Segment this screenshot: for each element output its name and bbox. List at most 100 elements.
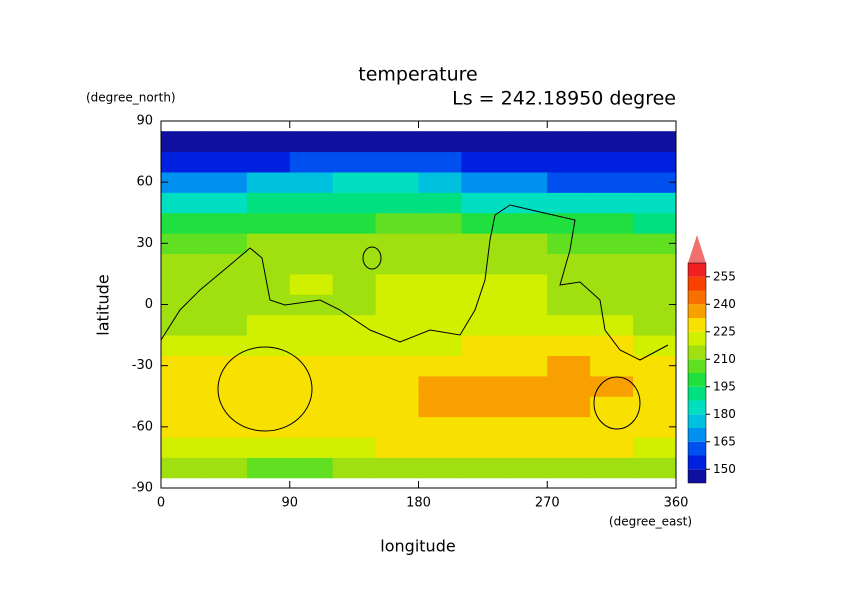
colorbar-tick-label: 195: [713, 379, 736, 393]
cell: [633, 171, 677, 193]
cell: [547, 416, 591, 438]
x-tick-label: 360: [664, 496, 689, 511]
cell: [375, 457, 419, 479]
cell: [246, 212, 291, 234]
colorbar-band: [688, 373, 706, 387]
cell: [375, 212, 419, 234]
cell: [246, 192, 291, 214]
cell: [246, 375, 291, 397]
colorbar-band: [688, 318, 706, 332]
cell: [246, 314, 291, 336]
cell: [547, 171, 591, 193]
cell: [375, 416, 419, 438]
cell: [203, 131, 248, 153]
cell: [203, 335, 248, 356]
field: [161, 131, 677, 479]
cell: [418, 457, 462, 479]
cell: [161, 457, 205, 479]
cell: [161, 294, 205, 316]
cell: [461, 151, 505, 173]
cell: [332, 233, 377, 255]
cell: [590, 151, 634, 173]
contour-lines: [160, 204, 669, 432]
cell: [203, 314, 248, 336]
cell: [203, 396, 248, 418]
cell: [375, 131, 419, 153]
cell: [633, 233, 677, 255]
x-axis-title: longitude: [380, 537, 455, 556]
cell: [547, 151, 591, 173]
cell: [461, 396, 505, 418]
cell: [461, 437, 505, 458]
cell: [289, 131, 334, 153]
cell: [203, 457, 248, 479]
colorbar-band: [688, 290, 706, 305]
cell: [547, 314, 591, 336]
y-axis-title: latitude: [94, 274, 113, 335]
cell: [332, 273, 377, 295]
cell: [289, 151, 334, 173]
cell: [375, 375, 419, 397]
cell: [332, 314, 377, 336]
cell: [418, 396, 462, 418]
cell: [332, 212, 377, 234]
cell: [418, 335, 462, 356]
cell: [203, 212, 248, 234]
cell: [547, 233, 591, 255]
cell: [289, 253, 334, 275]
y-tick-label: 90: [136, 114, 153, 129]
colorbar-tick-label: 255: [713, 269, 736, 283]
cell: [418, 192, 462, 214]
y-unit: (degree_north): [86, 91, 176, 105]
colorbar-tick-label: 240: [713, 297, 736, 311]
cell: [504, 355, 548, 377]
cell: [590, 212, 634, 234]
cell: [633, 416, 677, 438]
x-tick-label: 0: [157, 496, 165, 511]
cell: [590, 233, 634, 255]
cell: [418, 253, 462, 275]
cell: [461, 131, 505, 153]
colorbar-band: [688, 345, 706, 360]
cell: [375, 314, 419, 336]
cell: [332, 457, 377, 479]
cell: [590, 335, 634, 356]
cell: [332, 131, 377, 153]
cell: [633, 131, 677, 153]
y-tick-label: 60: [136, 175, 153, 190]
cell: [590, 437, 634, 458]
cell: [504, 335, 548, 356]
cell: [161, 314, 205, 336]
cell: [547, 131, 591, 153]
cell: [418, 375, 462, 397]
cell: [547, 335, 591, 356]
cell: [590, 192, 634, 214]
cell: [547, 375, 591, 397]
cell: [289, 457, 334, 479]
cell: [504, 437, 548, 458]
cell: [246, 171, 291, 193]
cell: [289, 437, 334, 458]
cell: [375, 355, 419, 377]
cell: [332, 335, 377, 356]
cell: [504, 314, 548, 336]
cell: [633, 314, 677, 336]
colorbar-band: [688, 455, 706, 470]
cell: [289, 294, 334, 316]
cell: [332, 192, 377, 214]
cell: [375, 335, 419, 356]
cell: [246, 253, 291, 275]
cell: [375, 294, 419, 316]
cell: [246, 131, 291, 153]
cell: [289, 314, 334, 336]
cell: [461, 192, 505, 214]
colorbar-band: [688, 386, 706, 401]
cell: [332, 294, 377, 316]
chart-title: temperature: [358, 64, 477, 86]
cell: [547, 396, 591, 418]
cell: [332, 253, 377, 275]
cell: [203, 233, 248, 255]
cell: [590, 171, 634, 193]
cell: [590, 396, 634, 418]
cell: [161, 253, 205, 275]
